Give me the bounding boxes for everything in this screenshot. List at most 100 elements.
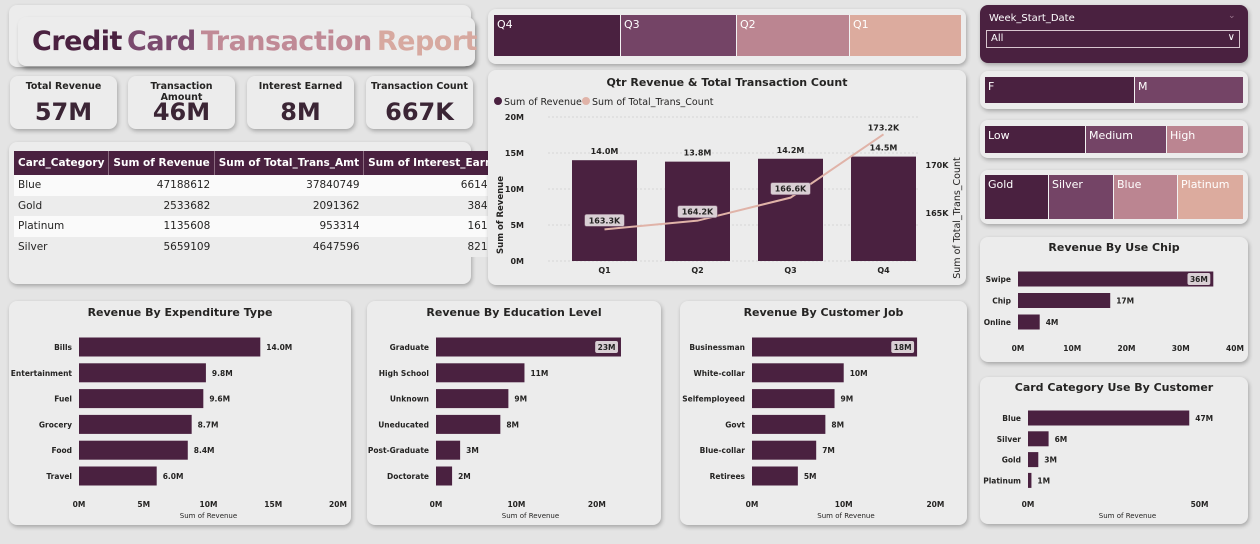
- bar: [752, 414, 826, 434]
- bar: [1028, 472, 1032, 488]
- slicer-option-m[interactable]: M: [1135, 77, 1243, 103]
- column-header[interactable]: Card_Category: [14, 151, 110, 175]
- table-cell: 1135608: [108, 216, 215, 237]
- data-label: 9.8M: [212, 369, 233, 378]
- legend-marker-trans-count: [582, 97, 590, 105]
- table-row: Blue 47188612 37840749 6614173: [14, 175, 512, 196]
- category-label: Govt: [725, 420, 745, 429]
- legend-label-revenue: Sum of Revenue: [504, 97, 582, 108]
- data-label: 11M: [530, 369, 548, 378]
- table-cell: 47188612: [108, 175, 215, 196]
- category-label: Silver: [997, 435, 1022, 444]
- x-axis-title: Sum of Revenue: [180, 512, 237, 520]
- x-tick-label: 20M: [588, 500, 606, 509]
- data-label: 8M: [506, 420, 519, 429]
- column-header[interactable]: Sum of Revenue: [108, 151, 215, 175]
- bar: [1018, 314, 1040, 330]
- chart-title: Revenue By Expenditure Type: [87, 306, 273, 319]
- kpi-value: 667K: [385, 98, 454, 126]
- data-label: 36M: [1190, 275, 1208, 284]
- education-chart: Graduate 23M High School 11M Unknown 9M Uneduc…: [368, 337, 621, 520]
- slicer-option-silver[interactable]: Silver: [1049, 175, 1114, 219]
- table-header-row: Card_Category Sum of Revenue Sum of Tota…: [14, 151, 513, 175]
- bar: [752, 440, 817, 460]
- data-label: 6M: [1055, 435, 1068, 444]
- category-label: Grocery: [39, 420, 72, 429]
- line-data-label: 173.2K: [868, 123, 900, 132]
- bar-data-label: 14.5M: [870, 144, 898, 153]
- category-label: Entertainment: [11, 369, 73, 378]
- slicer-option-q2[interactable]: Q2: [737, 15, 850, 56]
- category-label: Food: [52, 446, 73, 455]
- y-tick-label: 10M: [505, 185, 524, 194]
- x-tick-label: 0M: [1022, 500, 1035, 509]
- slicer-option-q4[interactable]: Q4: [494, 15, 621, 56]
- line-data-label: 166.6K: [775, 185, 807, 194]
- slicer-option-low[interactable]: Low: [985, 126, 1086, 153]
- data-label: 17M: [1116, 297, 1134, 306]
- data-label: 5M: [804, 472, 817, 481]
- category-label: Unknown: [390, 395, 429, 404]
- x-tick-label: Q3: [784, 266, 796, 275]
- x-tick-label: 10M: [200, 500, 218, 509]
- bar: [436, 363, 525, 383]
- line-data-label-bg: [584, 214, 625, 227]
- table-cell: 4647596: [214, 236, 364, 257]
- data-label: 9.6M: [209, 395, 230, 404]
- category-label: Fuel: [54, 395, 72, 404]
- category-label: Blue-collar: [700, 446, 746, 455]
- expenditure-chart-card: Revenue By Expenditure Type Bills 14.0M En…: [9, 301, 351, 525]
- data-label: 1M: [1037, 476, 1050, 485]
- bar: [752, 389, 835, 409]
- category-label: Gold: [1002, 456, 1021, 465]
- category-label: Blue: [1002, 414, 1021, 423]
- slicer-option-q1[interactable]: Q1: [850, 15, 961, 56]
- title-word-2: Card: [127, 26, 196, 57]
- slicer-option-q3[interactable]: Q3: [621, 15, 737, 56]
- card-category-chart-card: Card Category Use By Customer Blue 47M Sil…: [980, 377, 1248, 524]
- x-tick-label: 20M: [1118, 344, 1136, 353]
- x-axis-title: Sum of Revenue: [1099, 512, 1156, 520]
- slicer-option-platinum[interactable]: Platinum: [1178, 175, 1243, 219]
- title-word-1: Credit: [32, 26, 122, 57]
- category-label: Retirees: [710, 472, 746, 481]
- slicer-option-high[interactable]: High: [1167, 126, 1243, 153]
- slicer-option-medium[interactable]: Medium: [1086, 126, 1167, 153]
- chart-title: Revenue By Customer Job: [743, 306, 904, 319]
- bar: [752, 363, 844, 383]
- card-category-table: Card_Category Sum of Revenue Sum of Tota…: [14, 151, 513, 257]
- customer-job-chart: Businessman 18M White-collar 10M Selfemploye…: [682, 337, 944, 520]
- category-label: High School: [379, 369, 429, 378]
- report-title: Credit Card Transaction Report: [18, 17, 478, 66]
- category-label: Online: [984, 318, 1011, 327]
- x-tick-label: 10M: [1063, 344, 1081, 353]
- slicer-option-gold[interactable]: Gold: [985, 175, 1049, 219]
- slicer-option-f[interactable]: F: [985, 77, 1135, 103]
- category-label: Swipe: [986, 275, 1011, 284]
- expenditure-chart: Bills 14.0M Entertainment 9.8M Fuel 9.6M Groce…: [11, 337, 347, 520]
- column-header[interactable]: Sum of Total_Trans_Amt: [214, 151, 365, 175]
- x-tick-label: 30M: [1172, 344, 1190, 353]
- table-cell: Silver: [14, 236, 109, 257]
- column-header[interactable]: Sum of Interest_Earned: [363, 151, 513, 175]
- y-tick-label: 5M: [510, 221, 524, 230]
- table-row: Platinum 1135608 953314 161629: [14, 216, 512, 237]
- data-label: 8.7M: [198, 420, 219, 429]
- slicer-header: Week_Start_Date: [989, 13, 1075, 24]
- table-row: Silver 5659109 4647596 821923: [14, 236, 512, 257]
- week-start-date-dropdown[interactable]: All ∨: [986, 30, 1240, 48]
- data-label: 9M: [514, 395, 527, 404]
- category-label: Uneducated: [378, 420, 429, 429]
- chart-title: Qtr Revenue & Total Transaction Count: [606, 76, 848, 89]
- kpi-value: 46M: [152, 98, 211, 126]
- x-tick-label: Q2: [691, 266, 703, 275]
- table-cell: 953314: [214, 216, 364, 237]
- legend-marker-revenue: [494, 97, 502, 105]
- bar: [758, 158, 823, 261]
- bar: [79, 363, 206, 383]
- y-tick-label: 20M: [505, 113, 524, 122]
- slicer-option-blue[interactable]: Blue: [1114, 175, 1178, 219]
- title-word-3: Transaction: [200, 26, 372, 57]
- bar: [572, 160, 637, 261]
- y-tick-label: 15M: [505, 149, 524, 158]
